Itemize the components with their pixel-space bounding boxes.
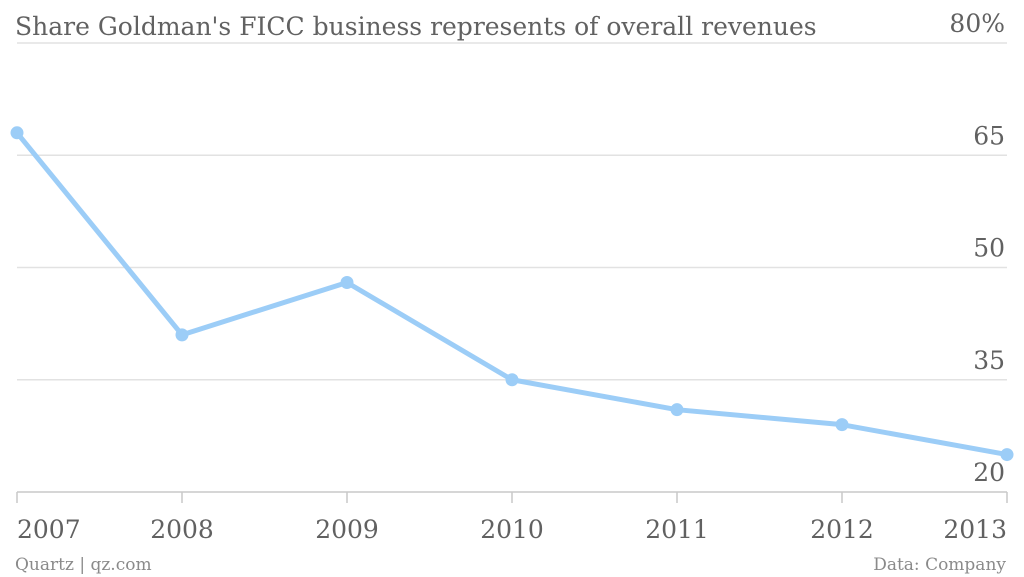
x-tick-label: 2012 xyxy=(810,515,874,544)
x-tick-label: 2008 xyxy=(150,515,214,544)
x-tick-label: 2011 xyxy=(645,515,709,544)
x-axis: 2007 2008 2009 2010 2011 2012 2013 xyxy=(16,492,1008,544)
y-tick-label: 35 xyxy=(973,346,1005,375)
source-credit: Quartz | qz.com xyxy=(15,555,152,575)
data-point xyxy=(670,403,684,417)
data-point xyxy=(1000,448,1014,462)
series-line-group xyxy=(10,126,1014,462)
x-tick-label: 2010 xyxy=(480,515,544,544)
gridlines xyxy=(17,42,1007,493)
data-point xyxy=(10,126,24,140)
x-tick-label: 2009 xyxy=(315,515,379,544)
x-tick-label: 2013 xyxy=(943,515,1007,544)
series-line xyxy=(14,130,1010,458)
data-point xyxy=(835,418,849,432)
data-source: Data: Company xyxy=(873,555,1006,575)
y-tick-label: 80% xyxy=(949,9,1005,38)
data-point xyxy=(340,275,354,289)
y-axis: 20 35 50 65 80% xyxy=(949,9,1005,487)
data-point xyxy=(505,373,519,387)
chart-title: Share Goldman's FICC business represents… xyxy=(15,12,817,41)
y-tick-label: 65 xyxy=(973,121,1005,150)
y-tick-label: 50 xyxy=(973,234,1005,263)
y-tick-label: 20 xyxy=(973,458,1005,487)
x-tick-label: 2007 xyxy=(17,515,81,544)
data-point xyxy=(175,328,189,342)
